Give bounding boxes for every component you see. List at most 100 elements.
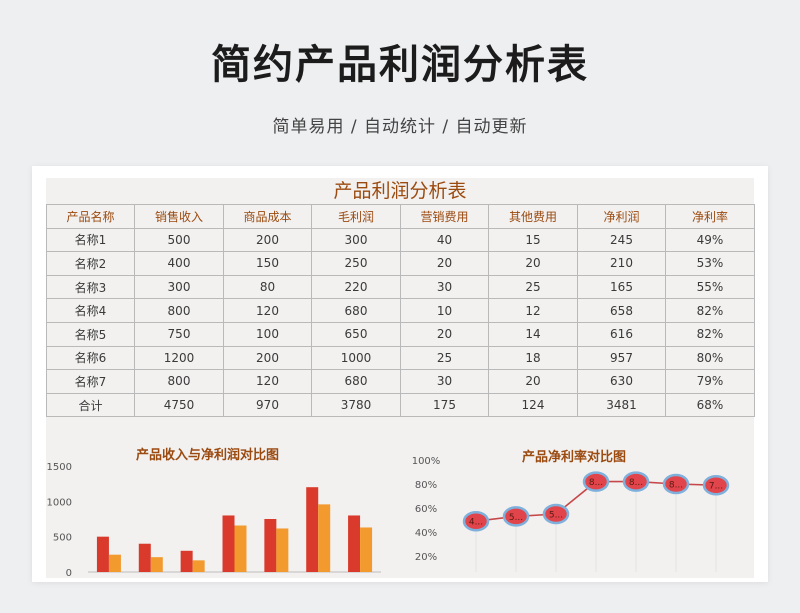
table-cell[interactable]: 名称3 xyxy=(46,274,135,300)
table-cell[interactable]: 名称7 xyxy=(46,369,135,394)
table-cell[interactable]: 14 xyxy=(488,321,578,347)
revenue-bar xyxy=(222,515,235,572)
table-cell[interactable]: 616 xyxy=(577,321,666,347)
total-cell[interactable]: 合计 xyxy=(46,392,135,418)
table-cell[interactable]: 250 xyxy=(311,251,401,276)
table-row: 名称4 800 120 680 10 12 658 82% xyxy=(46,298,755,323)
page-title: 简约产品利润分析表 xyxy=(211,42,589,88)
table-cell[interactable]: 200 xyxy=(223,345,312,371)
table-cell[interactable]: 150 xyxy=(223,251,312,276)
total-cell[interactable]: 970 xyxy=(223,392,312,418)
table-cell[interactable]: 680 xyxy=(311,298,401,323)
revenue-bar xyxy=(138,543,151,572)
header-other-cost: 其他费用 xyxy=(488,204,578,229)
table-header-row: 产品名称 销售收入 商品成本 毛利润 营销费用 其他费用 净利润 净利率 xyxy=(46,204,755,229)
table-cell[interactable]: 120 xyxy=(223,369,312,394)
y-tick-label: 60% xyxy=(415,504,437,515)
net-margin-point xyxy=(462,510,490,532)
y-tick-label: 20% xyxy=(415,552,437,563)
table-cell[interactable]: 25 xyxy=(400,345,489,371)
table-cell[interactable]: 957 xyxy=(577,345,666,371)
table-cell[interactable]: 100 xyxy=(223,321,312,347)
table-cell[interactable]: 20 xyxy=(488,369,578,394)
revenue-bar xyxy=(306,487,319,572)
net-margin-line-chart: 20% 40% 60% 80% 100% 4... 5... 5... 8... 8... 8...… xyxy=(412,456,730,572)
table-cell[interactable]: 630 xyxy=(577,369,666,394)
net-margin-point xyxy=(662,473,690,495)
table-cell[interactable]: 800 xyxy=(134,298,224,323)
table-cell[interactable]: 79% xyxy=(665,369,755,394)
table-cell[interactable]: 300 xyxy=(311,227,401,253)
table-cell[interactable]: 55% xyxy=(665,274,755,300)
table-cell[interactable]: 680 xyxy=(311,369,401,394)
table-cell[interactable]: 80 xyxy=(223,274,312,300)
table-cell[interactable]: 15 xyxy=(488,227,578,253)
revenue-bar xyxy=(264,519,277,572)
total-cell[interactable]: 175 xyxy=(400,392,489,418)
table-cell[interactable]: 650 xyxy=(311,321,401,347)
table-cell[interactable]: 800 xyxy=(134,369,224,394)
table-cell[interactable]: 82% xyxy=(665,321,755,347)
table-cell[interactable]: 名称4 xyxy=(46,298,135,323)
profit-table: 产品名称 销售收入 商品成本 毛利润 营销费用 其他费用 净利润 净利率 名称1… xyxy=(46,204,755,418)
revenue-bar xyxy=(96,536,109,572)
table-cell[interactable]: 245 xyxy=(577,227,666,253)
table-cell[interactable]: 49% xyxy=(665,227,755,253)
table-cell[interactable]: 12 xyxy=(488,298,578,323)
total-cell[interactable]: 3780 xyxy=(311,392,401,418)
table-row: 名称3 300 80 220 30 25 165 55% xyxy=(46,274,755,300)
table-cell[interactable]: 18 xyxy=(488,345,578,371)
table-cell[interactable]: 20 xyxy=(400,321,489,347)
header-gross-profit: 毛利润 xyxy=(311,204,401,229)
table-cell[interactable]: 500 xyxy=(134,227,224,253)
table-cell[interactable]: 25 xyxy=(488,274,578,300)
table-cell[interactable]: 30 xyxy=(400,274,489,300)
total-cell[interactable]: 4750 xyxy=(134,392,224,418)
y-tick-label: 0 xyxy=(66,568,72,579)
table-cell[interactable]: 20 xyxy=(488,251,578,276)
table-cell[interactable]: 名称2 xyxy=(46,251,135,276)
table-cell[interactable]: 82% xyxy=(665,298,755,323)
header-marketing-cost: 营销费用 xyxy=(400,204,489,229)
table-cell[interactable]: 20 xyxy=(400,251,489,276)
table-cell[interactable]: 名称5 xyxy=(46,321,135,347)
net-margin-point xyxy=(622,471,650,492)
y-tick-label: 100% xyxy=(412,456,441,467)
table-cell[interactable]: 750 xyxy=(134,321,224,347)
table-cell[interactable]: 1000 xyxy=(311,345,401,371)
y-tick-label: 80% xyxy=(415,480,437,491)
table-cell[interactable]: 名称1 xyxy=(46,227,135,253)
table-cell[interactable]: 80% xyxy=(665,345,755,371)
table-cell[interactable]: 40 xyxy=(400,227,489,253)
data-label: 5... xyxy=(549,511,563,521)
net-margin-point xyxy=(582,471,610,492)
table-row: 名称1 500 200 300 40 15 245 49% xyxy=(46,227,755,253)
total-cell[interactable]: 3481 xyxy=(577,392,666,418)
header-product-name: 产品名称 xyxy=(46,204,135,229)
table-cell[interactable]: 210 xyxy=(577,251,666,276)
net-margin-point xyxy=(502,506,530,527)
data-label: 8... xyxy=(669,481,683,491)
page-subtitle: 简单易用 / 自动统计 / 自动更新 xyxy=(272,117,528,137)
revenue-bar xyxy=(348,515,361,572)
net-margin-point xyxy=(542,503,570,525)
y-tick-label: 1500 xyxy=(47,462,72,473)
table-cell[interactable]: 120 xyxy=(223,298,312,323)
data-label: 5... xyxy=(509,513,523,523)
table-cell[interactable]: 名称6 xyxy=(46,345,135,371)
table-cell[interactable]: 200 xyxy=(223,227,312,253)
table-cell[interactable]: 30 xyxy=(400,369,489,394)
table-cell[interactable]: 1200 xyxy=(134,345,224,371)
total-cell[interactable]: 68% xyxy=(665,392,755,418)
table-cell[interactable]: 10 xyxy=(400,298,489,323)
table-cell[interactable]: 220 xyxy=(311,274,401,300)
total-cell[interactable]: 124 xyxy=(488,392,578,418)
header-product-cost: 商品成本 xyxy=(223,204,312,229)
header-net-margin: 净利率 xyxy=(665,204,755,229)
table-cell[interactable]: 300 xyxy=(134,274,224,300)
table-cell[interactable]: 53% xyxy=(665,251,755,276)
table-cell[interactable]: 400 xyxy=(134,251,224,276)
data-label: 7... xyxy=(709,482,723,492)
table-cell[interactable]: 165 xyxy=(577,274,666,300)
table-cell[interactable]: 658 xyxy=(577,298,666,323)
